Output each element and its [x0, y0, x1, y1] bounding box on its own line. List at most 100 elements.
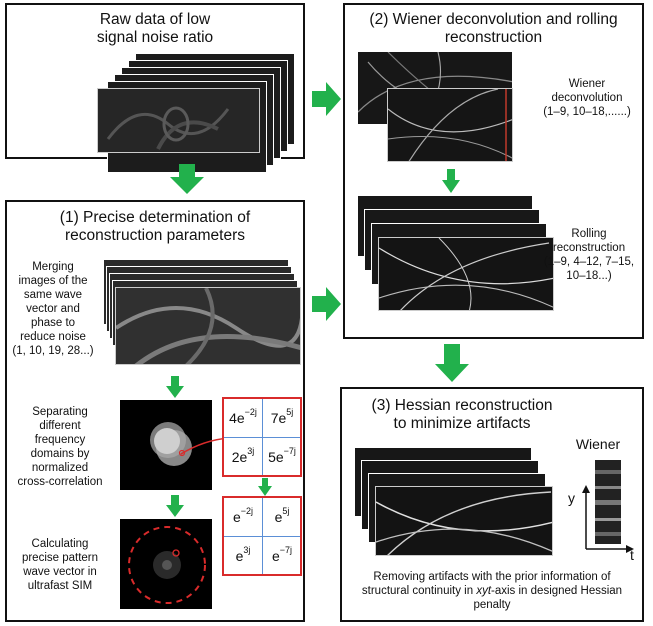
merge-label-line: reduce noise — [20, 331, 86, 344]
separate-label-line: Separating — [32, 406, 88, 418]
wiener-label-line: deconvolution — [551, 92, 623, 105]
hessian-frame-front — [375, 486, 553, 556]
filament-texture — [388, 89, 512, 161]
wiener-label: Wiener deconvolution (1–9, 10–18,......) — [537, 77, 637, 119]
arrow-down-icon — [170, 164, 204, 194]
arrow-right-icon — [312, 287, 341, 321]
separate-label-line: domains by — [30, 448, 90, 461]
cell-exponent: 5j — [286, 407, 294, 417]
axis-t-label: t — [630, 547, 634, 563]
frequency-disc-center — [154, 428, 180, 454]
step3-title: (3) Hessian reconstruction to minimize a… — [342, 397, 582, 434]
cell-base: 5e — [268, 449, 284, 465]
step3-caption: Removing artifacts with the prior inform… — [344, 570, 640, 612]
raw-data-title: Raw data of low signal noise ratio — [7, 11, 303, 48]
calc-label-line: Calculating — [31, 538, 89, 550]
caption-line-1: Removing artifacts with the prior inform… — [373, 571, 611, 583]
cell-exponent: −7j — [283, 446, 296, 456]
axis-y-label: y — [568, 490, 575, 506]
caption-line-2: structural continuity in xyt-axis in des… — [344, 584, 640, 598]
kymograph-texture — [595, 470, 621, 536]
table-cell: e 3j — [224, 537, 262, 575]
cell-base: e — [271, 548, 280, 564]
cell-exponent: 5j — [282, 506, 290, 516]
rolling-label-line: (1–9, 4–12, 7–15, — [543, 256, 635, 269]
caption-text: structural continuity in — [361, 585, 477, 598]
rolling-label-line: Rolling — [571, 228, 607, 240]
step2-title: (2) Wiener deconvolution and rolling rec… — [345, 11, 642, 48]
cell-exponent: 3j — [243, 545, 251, 555]
merge-label-line: Merging — [32, 261, 74, 273]
calc-label-line: wave vector in — [23, 566, 97, 579]
cell-base: e — [232, 509, 241, 525]
raw-data-panel: Raw data of low signal noise ratio — [5, 3, 305, 173]
kymograph-strip — [594, 459, 622, 545]
hessian-panel: (3) Hessian reconstruction to minimize a… — [340, 387, 644, 622]
coefficient-table-2: e −2j e 5j e 3j e −7j — [222, 496, 302, 576]
filament-texture — [376, 491, 552, 555]
raw-title-line-1: Raw data of low — [99, 11, 211, 28]
filament-texture — [116, 288, 300, 364]
arrow-down-icon — [258, 478, 272, 496]
table-cell: 7e 5j — [263, 399, 301, 437]
table-cell: e −2j — [224, 498, 262, 536]
table-cell: 2e 3j — [224, 438, 262, 476]
step3-title-line-2: to minimize artifacts — [393, 415, 531, 433]
separate-label-line: frequency — [34, 434, 86, 447]
merge-label-line: phase to — [30, 317, 76, 330]
step2-title-line-2: reconstruction — [444, 29, 543, 47]
calc-label-line: ultrafast SIM — [27, 580, 93, 593]
cell-base: 4e — [229, 410, 245, 426]
raw-title-line-2: signal noise ratio — [96, 29, 214, 47]
cell-exponent: −2j — [240, 506, 254, 516]
step1-title-line-1: (1) Precise determination of — [59, 209, 251, 226]
wiener-frame-front — [387, 88, 513, 162]
caption-line-3: penalty — [473, 599, 511, 612]
axis-arrows-icon — [582, 485, 634, 553]
table-cell: 4e −2j — [224, 399, 262, 437]
caption-text: -axis in designed Hessian — [491, 585, 623, 598]
rolling-label-line: reconstruction — [552, 242, 626, 255]
cell-exponent: −7j — [279, 545, 293, 555]
cell-base: e — [235, 548, 244, 564]
step1-title: (1) Precise determination of reconstruct… — [7, 209, 303, 246]
coefficient-table-1: 4e −2j 7e 5j 2e 3j 5e −7j — [222, 397, 302, 477]
merge-label-line: images of the — [18, 275, 88, 288]
step1-title-line-2: reconstruction parameters — [64, 227, 246, 245]
table-cell: e −7j — [263, 537, 301, 575]
arrow-down-icon — [166, 495, 184, 517]
merge-label-line: same wave — [23, 289, 83, 302]
caption-italic: xyt — [476, 585, 492, 598]
separate-label-line: normalized — [31, 462, 89, 475]
rolling-frame-front — [378, 237, 554, 311]
arrow-down-icon — [442, 169, 460, 193]
merge-label-line: (1, 10, 19, 28...) — [12, 345, 94, 358]
separate-label: Separating different frequency domains b… — [9, 405, 111, 489]
wave-vector-image — [119, 518, 213, 610]
rolling-label: Rolling reconstruction (1–9, 4–12, 7–15,… — [539, 227, 639, 283]
raw-noise-texture — [106, 106, 230, 150]
merge-label: Merging images of the same wave vector a… — [5, 260, 101, 358]
calc-label-line: precise pattern — [21, 552, 99, 565]
table-cell: e 5j — [263, 498, 301, 536]
arrow-right-icon — [312, 82, 341, 116]
raw-frame-front — [97, 88, 260, 153]
filament-texture — [379, 238, 553, 310]
arrow-down-icon — [166, 376, 184, 398]
rolling-label-line: 10–18...) — [566, 270, 612, 283]
wiener-tag: Wiener — [575, 436, 621, 452]
separate-label-line: cross-correlation — [17, 476, 103, 489]
table-cell: 5e −7j — [263, 438, 301, 476]
wiener-label-line: (1–9, 10–18,......) — [543, 106, 631, 119]
separate-label-line: different — [39, 420, 81, 433]
wave-vector-ring — [128, 526, 206, 604]
cell-exponent: 3j — [247, 446, 255, 456]
step2-title-line-1: (2) Wiener deconvolution and rolling — [369, 11, 618, 28]
wiener-rolling-panel: (2) Wiener deconvolution and rolling rec… — [343, 3, 644, 339]
arrow-down-icon — [435, 344, 469, 382]
cell-base: 7e — [270, 410, 287, 426]
merged-frame-front — [115, 287, 301, 365]
cell-exponent: −2j — [244, 407, 257, 417]
parameter-determination-panel: (1) Precise determination of reconstruct… — [5, 200, 305, 622]
cell-base: 2e — [231, 449, 248, 465]
